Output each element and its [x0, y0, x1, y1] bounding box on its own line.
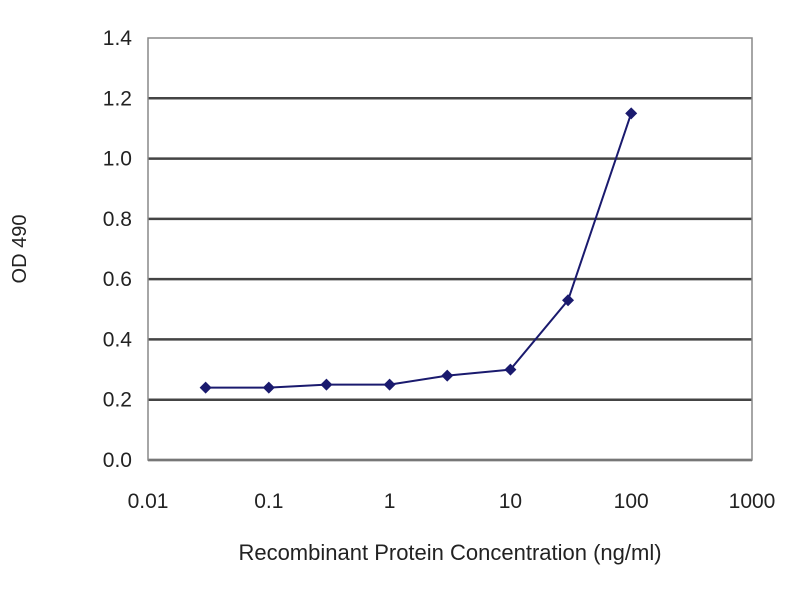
data-point: [199, 381, 212, 394]
data-point: [504, 363, 517, 376]
data-point: [562, 294, 575, 307]
data-point: [383, 378, 396, 391]
x-tick-label: 0.1: [254, 490, 283, 513]
x-tick-label: 1: [384, 490, 396, 513]
x-tick-labels: 0.01 0.1 1 10 100 1000: [128, 490, 776, 513]
y-tick-label: 0.2: [103, 389, 132, 412]
y-tick-label: 0.4: [103, 328, 133, 351]
y-tick-label: 0.6: [103, 268, 132, 291]
y-axis-label: OD 490: [9, 215, 31, 284]
x-tick-label: 10: [499, 490, 522, 513]
x-tick-label: 100: [614, 490, 649, 513]
series: [199, 107, 638, 394]
y-tick-label: 0.8: [103, 208, 132, 231]
data-point: [320, 378, 333, 391]
data-point: [262, 381, 275, 394]
y-tick-labels: 0.0 0.2 0.4 0.6 0.8 1.0 1.2 1.4: [103, 27, 133, 472]
data-point: [441, 369, 454, 382]
data-point: [625, 107, 638, 120]
x-axis-label: Recombinant Protein Concentration (ng/ml…: [238, 540, 661, 565]
x-tick-label: 1000: [729, 490, 776, 513]
y-tick-label: 1.4: [103, 27, 133, 50]
x-tick-label: 0.01: [128, 490, 169, 513]
series-line: [205, 113, 633, 389]
gridlines: [148, 97, 752, 462]
y-tick-label: 1.2: [103, 87, 132, 110]
y-tick-label: 1.0: [103, 148, 132, 171]
y-tick-label: 0.0: [103, 449, 132, 472]
plot-area: [147, 37, 753, 461]
